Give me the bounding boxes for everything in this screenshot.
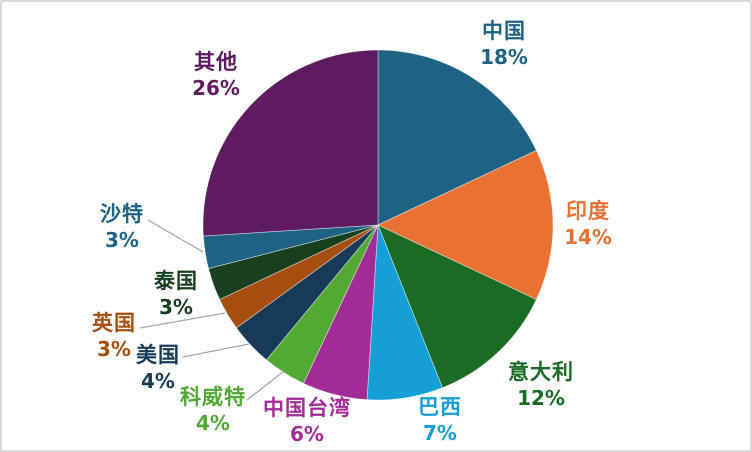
slice-name: 沙特 (100, 202, 144, 226)
pie-slice-italy[interactable] (377, 224, 537, 389)
slice-percent: 18% (480, 45, 528, 69)
leader-lines (139, 219, 285, 401)
slice-name: 意大利 (508, 360, 574, 384)
slice-label-usa: 美国 4% (136, 342, 180, 394)
slice-label-saudi: 沙特 3% (100, 201, 144, 253)
slice-label-thailand: 泰国 3% (154, 268, 198, 320)
slice-name: 其他 (194, 50, 238, 74)
slice-percent: 14% (564, 225, 612, 249)
slice-percent: 4% (141, 369, 175, 393)
slice-percent: 12% (517, 386, 565, 410)
slice-percent: 6% (290, 422, 324, 446)
pie-slice-china[interactable] (377, 49, 537, 226)
slice-percent: 26% (192, 76, 240, 100)
slice-percent: 3% (159, 295, 193, 319)
pie-slices (202, 49, 554, 401)
leader-line-usa (182, 343, 250, 358)
slice-percent: 3% (97, 337, 131, 361)
slice-percent: 3% (105, 228, 139, 252)
leader-line-saudi (147, 219, 204, 253)
slice-name: 美国 (136, 343, 180, 367)
slice-label-uk: 英国 3% (92, 310, 136, 362)
slice-name: 泰国 (154, 269, 198, 293)
slice-label-taiwan-china: 中国台湾 6% (263, 395, 351, 447)
slice-name: 中国台湾 (263, 396, 351, 420)
pie-slice-india[interactable] (377, 149, 554, 301)
slice-label-kuwait: 科威特 4% (180, 384, 246, 436)
slice-label-others: 其他 26% (192, 49, 240, 101)
slice-percent: 7% (423, 421, 457, 445)
leader-line-uk (139, 312, 226, 329)
slice-name: 中国 (482, 19, 526, 43)
leader-line-kuwait (246, 370, 285, 401)
slice-label-italy: 意大利 12% (508, 359, 574, 411)
slice-name: 科威特 (180, 385, 246, 409)
slice-label-brazil: 巴西 7% (418, 394, 462, 446)
slice-name: 英国 (92, 311, 136, 335)
slice-name: 巴西 (418, 395, 462, 419)
slice-name: 印度 (566, 199, 610, 223)
slice-label-india: 印度 14% (564, 198, 612, 250)
pie-slice-others[interactable] (202, 49, 379, 237)
slice-percent: 4% (196, 411, 230, 435)
slice-label-china: 中国 18% (480, 18, 528, 70)
